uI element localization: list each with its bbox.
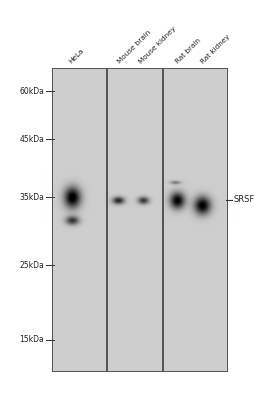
Text: Mouse brain: Mouse brain <box>116 30 152 65</box>
Text: 45kDa: 45kDa <box>19 134 44 144</box>
Text: 35kDa: 35kDa <box>19 192 44 202</box>
Text: 60kDa: 60kDa <box>19 86 44 96</box>
Text: Rat brain: Rat brain <box>174 38 201 65</box>
Text: HeLa: HeLa <box>68 48 85 65</box>
Text: 15kDa: 15kDa <box>19 336 44 344</box>
Text: SRSF7: SRSF7 <box>234 196 254 204</box>
Text: Rat kidney: Rat kidney <box>200 34 231 65</box>
Text: 25kDa: 25kDa <box>19 260 44 270</box>
Text: Mouse kidney: Mouse kidney <box>138 26 178 65</box>
